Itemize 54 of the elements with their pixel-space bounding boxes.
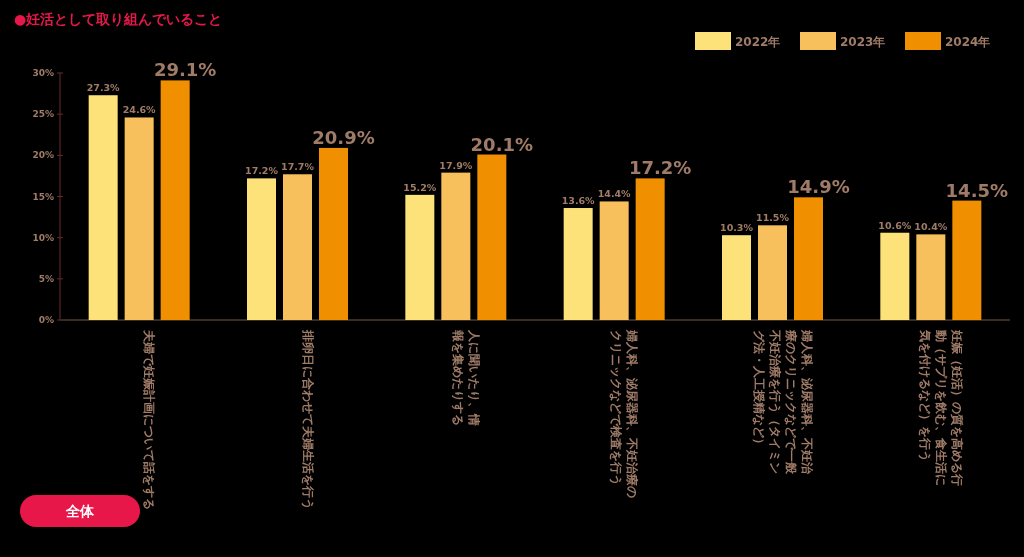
- legend-label: 2023年: [840, 35, 886, 49]
- data-label: 10.3%: [720, 222, 754, 234]
- y-tick-label: 0%: [38, 315, 54, 325]
- bar: [405, 194, 435, 320]
- bar: [794, 197, 823, 320]
- text: 全体: [65, 503, 95, 519]
- x-tick-label: 婦人科、泌尿器科、不妊治療のクリニックなどで検査を行う: [609, 329, 640, 498]
- bar: [952, 200, 982, 320]
- bar: [916, 234, 946, 320]
- bar: [319, 147, 348, 320]
- bar: [283, 174, 312, 320]
- y-tick-label: 20%: [32, 150, 54, 161]
- data-label: 24.6%: [122, 104, 157, 116]
- data-label: 20.1%: [470, 133, 534, 155]
- y-tick-label: 10%: [32, 232, 54, 243]
- data-label: 27.3%: [86, 82, 121, 94]
- bar: [124, 117, 154, 320]
- data-label: 14.5%: [945, 179, 1009, 201]
- bar: [160, 80, 190, 320]
- data-label: 17.2%: [245, 165, 279, 177]
- y-tick-label: 25%: [32, 109, 54, 120]
- bar: [247, 178, 276, 320]
- bar: [563, 208, 593, 320]
- x-tick-label: 夫婦で妊娠計画について話をする: [142, 329, 157, 510]
- bar: [441, 172, 471, 320]
- x-tick-label: 人に聞いたり、情報を集めたりする: [450, 329, 481, 426]
- bar: [722, 235, 751, 320]
- data-label: 17.7%: [281, 161, 315, 173]
- bar: [880, 232, 910, 320]
- bar: [635, 178, 665, 320]
- bar: [88, 95, 118, 320]
- data-label: 11.5%: [756, 212, 790, 224]
- data-label: 17.9%: [439, 159, 473, 171]
- x-tick-label: 婦人科、泌尿器科、不妊治療のクリニックなどで一般不妊治療を行う（タイミング法・人工授精など）: [751, 329, 814, 475]
- data-label: 10.4%: [914, 221, 948, 233]
- y-tick-label: 5%: [38, 273, 54, 284]
- data-label: 15.2%: [403, 181, 437, 193]
- data-label: 20.9%: [312, 126, 375, 148]
- y-tick-label: 30%: [32, 68, 54, 78]
- legend-label: 2022年: [735, 35, 781, 49]
- y-tick-label: 15%: [32, 191, 54, 202]
- data-label: 13.6%: [561, 195, 596, 207]
- bar: [599, 201, 629, 320]
- bar: [477, 154, 507, 320]
- data-label: 14.4%: [597, 188, 632, 200]
- bar: [758, 225, 787, 320]
- data-label: 10.6%: [878, 219, 912, 231]
- x-tick-label: 排卵日に合わせて夫婦生活を行う: [300, 329, 315, 510]
- data-label: 14.9%: [787, 176, 850, 198]
- legend-label: 2024年: [945, 35, 991, 49]
- data-label: 29.1%: [153, 59, 217, 81]
- chart-title: ●妊活として取り組んでいること: [14, 11, 223, 27]
- x-tick-label: 妊娠（妊活）の質を高める行動（サプリを飲む、食生活に気を付けるなど）を行う: [917, 329, 964, 486]
- data-label: 17.2%: [628, 157, 692, 179]
